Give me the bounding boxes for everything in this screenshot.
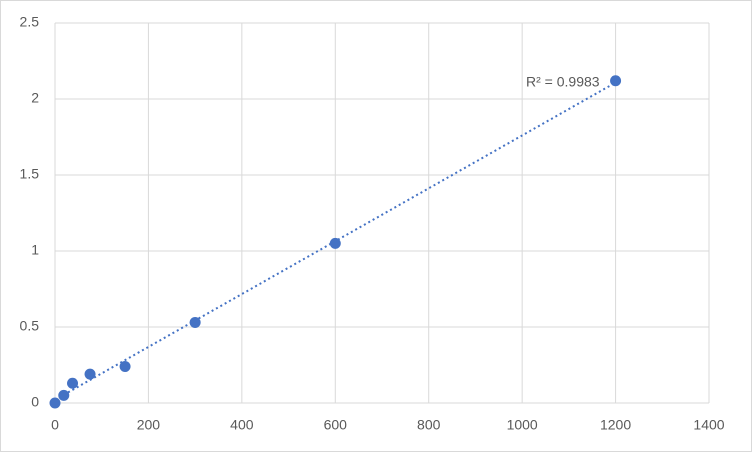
- x-tick-label: 1000: [507, 417, 538, 433]
- x-tick-label: 200: [137, 417, 161, 433]
- y-tick-label: 0: [31, 394, 39, 410]
- data-point: [189, 316, 201, 328]
- data-point: [67, 377, 79, 389]
- data-point: [119, 361, 131, 373]
- data-point: [84, 368, 96, 380]
- x-tick-label: 600: [324, 417, 348, 433]
- y-tick-label: 1: [31, 242, 39, 258]
- trendline: [54, 81, 617, 401]
- y-tick-label: 0.5: [20, 318, 40, 334]
- y-tick-label: 2: [31, 90, 39, 106]
- x-tick-label: 400: [230, 417, 254, 433]
- data-point: [49, 397, 61, 409]
- x-tick-label: 0: [51, 417, 59, 433]
- data-point: [58, 389, 70, 401]
- annotation: R² = 0.9983: [526, 73, 600, 89]
- y-tick-label: 1.5: [20, 166, 40, 182]
- x-tick-label: 800: [417, 417, 441, 433]
- data-point: [329, 237, 341, 249]
- data-point: [610, 75, 622, 87]
- y-tick-label: 2.5: [20, 14, 40, 30]
- x-tick-label: 1200: [600, 417, 631, 433]
- x-tick-label: 1400: [693, 417, 724, 433]
